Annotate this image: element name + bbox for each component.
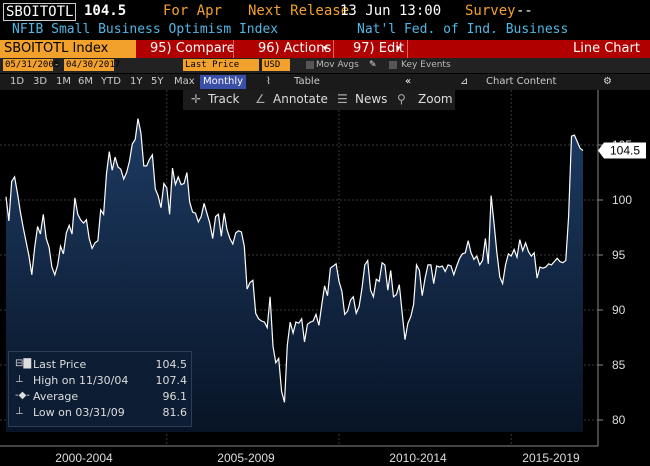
- period-1m[interactable]: 1M: [56, 76, 71, 87]
- compare-button[interactable]: 95) Compare: [150, 41, 235, 56]
- legend-last-label: Last Price: [33, 358, 87, 371]
- legend-high-label: High on 11/30/04: [33, 374, 129, 387]
- chart-type-label[interactable]: Line Chart: [573, 41, 640, 56]
- news-icon[interactable]: ☰: [337, 92, 348, 106]
- ticker-symbol[interactable]: SBOITOTL: [3, 3, 77, 21]
- period-6m[interactable]: 6M: [78, 76, 93, 87]
- legend-last-row: ⊟▇ Last Price 104.5: [13, 358, 187, 372]
- period-1y[interactable]: 1Y: [130, 76, 143, 87]
- divider: [233, 40, 234, 58]
- survey-label: Survey: [465, 3, 516, 19]
- parameter-bar: 05/31/2000 - 04/30/2017 Last Price USD M…: [0, 58, 650, 73]
- chart-toolbar: ✛ Track ∠ Annotate ☰ News ⚲ Zoom: [183, 90, 455, 110]
- legend-high-value: 107.4: [155, 374, 188, 387]
- period-1d[interactable]: 1D: [10, 76, 25, 87]
- key-events-checkbox[interactable]: [389, 61, 397, 69]
- frequency-select[interactable]: Monthly: [200, 75, 247, 89]
- collapse-icon[interactable]: «: [405, 76, 412, 87]
- mov-avgs-label: Mov Avgs: [316, 60, 359, 70]
- last-value-text: 104.5: [610, 144, 640, 158]
- low-marker-icon: ⊥: [15, 406, 24, 417]
- security-header: SBOITOTL 104.5 For Apr Next Release 13 J…: [0, 0, 650, 22]
- gear-icon[interactable]: ⚙: [603, 76, 612, 87]
- price-field-select[interactable]: Last Price: [183, 59, 259, 71]
- price-line: [5, 118, 584, 403]
- last-value-tag: [598, 142, 646, 159]
- end-date-field[interactable]: 04/30/2017: [64, 59, 121, 71]
- x-tick-label: 2005-2009: [217, 451, 275, 465]
- track-button[interactable]: Track: [208, 92, 240, 106]
- legend-avg-row: -◆- Average 96.1: [13, 390, 187, 404]
- period-5y[interactable]: 5Y: [151, 76, 164, 87]
- index-title: NFIB Small Business Optimism Index: [12, 22, 279, 37]
- currency-select[interactable]: USD: [262, 59, 290, 71]
- chart-legend: ⊟▇ Last Price 104.5 ⊥ High on 11/30/04 1…: [8, 351, 192, 427]
- legend-low-label: Low on 03/31/09: [33, 406, 125, 419]
- news-button[interactable]: News: [355, 92, 388, 106]
- annotate-icon[interactable]: ∠: [255, 92, 266, 106]
- chart-content-button[interactable]: Chart Content: [486, 76, 557, 87]
- command-bar: SBOITOTL Index 95) Compare 96) Actions ▾…: [0, 40, 650, 58]
- line-chart-icon[interactable]: ⌇: [266, 76, 271, 87]
- crosshair-icon[interactable]: ✛: [191, 92, 202, 106]
- period-label: For Apr: [163, 3, 223, 19]
- y-tick-label: 80: [612, 413, 626, 427]
- zoom-button[interactable]: Zoom: [418, 92, 453, 106]
- period-bar: 1D 3D 1M 6M YTD 1Y 5Y Max Monthly ⌇ Tabl…: [0, 74, 650, 90]
- annotate-button[interactable]: Annotate: [273, 92, 328, 106]
- pencil-icon[interactable]: ✎: [369, 60, 377, 70]
- legend-avg-value: 96.1: [162, 390, 188, 403]
- next-release-value: 13 Jun 13:00: [340, 3, 442, 19]
- security-field[interactable]: SBOITOTL Index: [0, 40, 136, 58]
- survey-value: --: [516, 3, 533, 19]
- x-axis: 2000-2004 2005-2009 2010-2014 2015-2019: [0, 445, 598, 465]
- start-date-field[interactable]: 05/31/2000: [3, 59, 60, 71]
- x-tick-label: 2000-2004: [55, 451, 113, 465]
- chevron-down-icon[interactable]: ▾: [396, 44, 401, 54]
- table-button[interactable]: Table: [294, 76, 320, 87]
- period-ytd[interactable]: YTD: [101, 76, 121, 87]
- y-tick-label: 95: [612, 248, 626, 262]
- legend-low-value: 81.6: [162, 406, 188, 419]
- y-tick-label: 90: [612, 303, 626, 317]
- legend-avg-label: Average: [33, 390, 79, 403]
- last-value-label: 104.5: [598, 142, 646, 159]
- key-events-label: Key Events: [401, 60, 451, 70]
- x-tick-label: 2015-2019: [522, 451, 580, 465]
- y-tick-label: 85: [612, 358, 626, 372]
- chevron-down-icon[interactable]: ▾: [323, 44, 328, 54]
- period-max[interactable]: Max: [174, 76, 195, 87]
- chart-content-icon[interactable]: ⊿: [460, 76, 469, 87]
- next-release-label: Next Release: [248, 3, 350, 19]
- date-range-dash: -: [55, 60, 59, 70]
- legend-last-value: 104.5: [155, 358, 188, 371]
- square-icon[interactable]: ⊟▇: [15, 358, 32, 369]
- period-3d[interactable]: 3D: [33, 76, 48, 87]
- x-tick-label: 2010-2014: [389, 451, 447, 465]
- divider: [333, 40, 334, 58]
- average-marker-icon: -◆-: [15, 390, 30, 401]
- index-source: Nat'l Fed. of Ind. Business: [357, 22, 569, 37]
- high-marker-icon: ⊥: [15, 374, 24, 385]
- legend-low-row: ⊥ Low on 03/31/09 81.6: [13, 406, 187, 420]
- last-value: 104.5: [84, 3, 127, 19]
- security-subheader: NFIB Small Business Optimism Index Nat'l…: [0, 22, 650, 38]
- legend-high-row: ⊥ High on 11/30/04 107.4: [13, 374, 187, 388]
- zoom-icon[interactable]: ⚲: [397, 92, 406, 106]
- mov-avgs-checkbox[interactable]: [306, 61, 314, 69]
- actions-button[interactable]: 96) Actions: [258, 41, 332, 56]
- edit-button[interactable]: 97) Edit: [353, 41, 404, 56]
- y-tick-label: 100: [612, 193, 632, 207]
- divider: [407, 40, 408, 58]
